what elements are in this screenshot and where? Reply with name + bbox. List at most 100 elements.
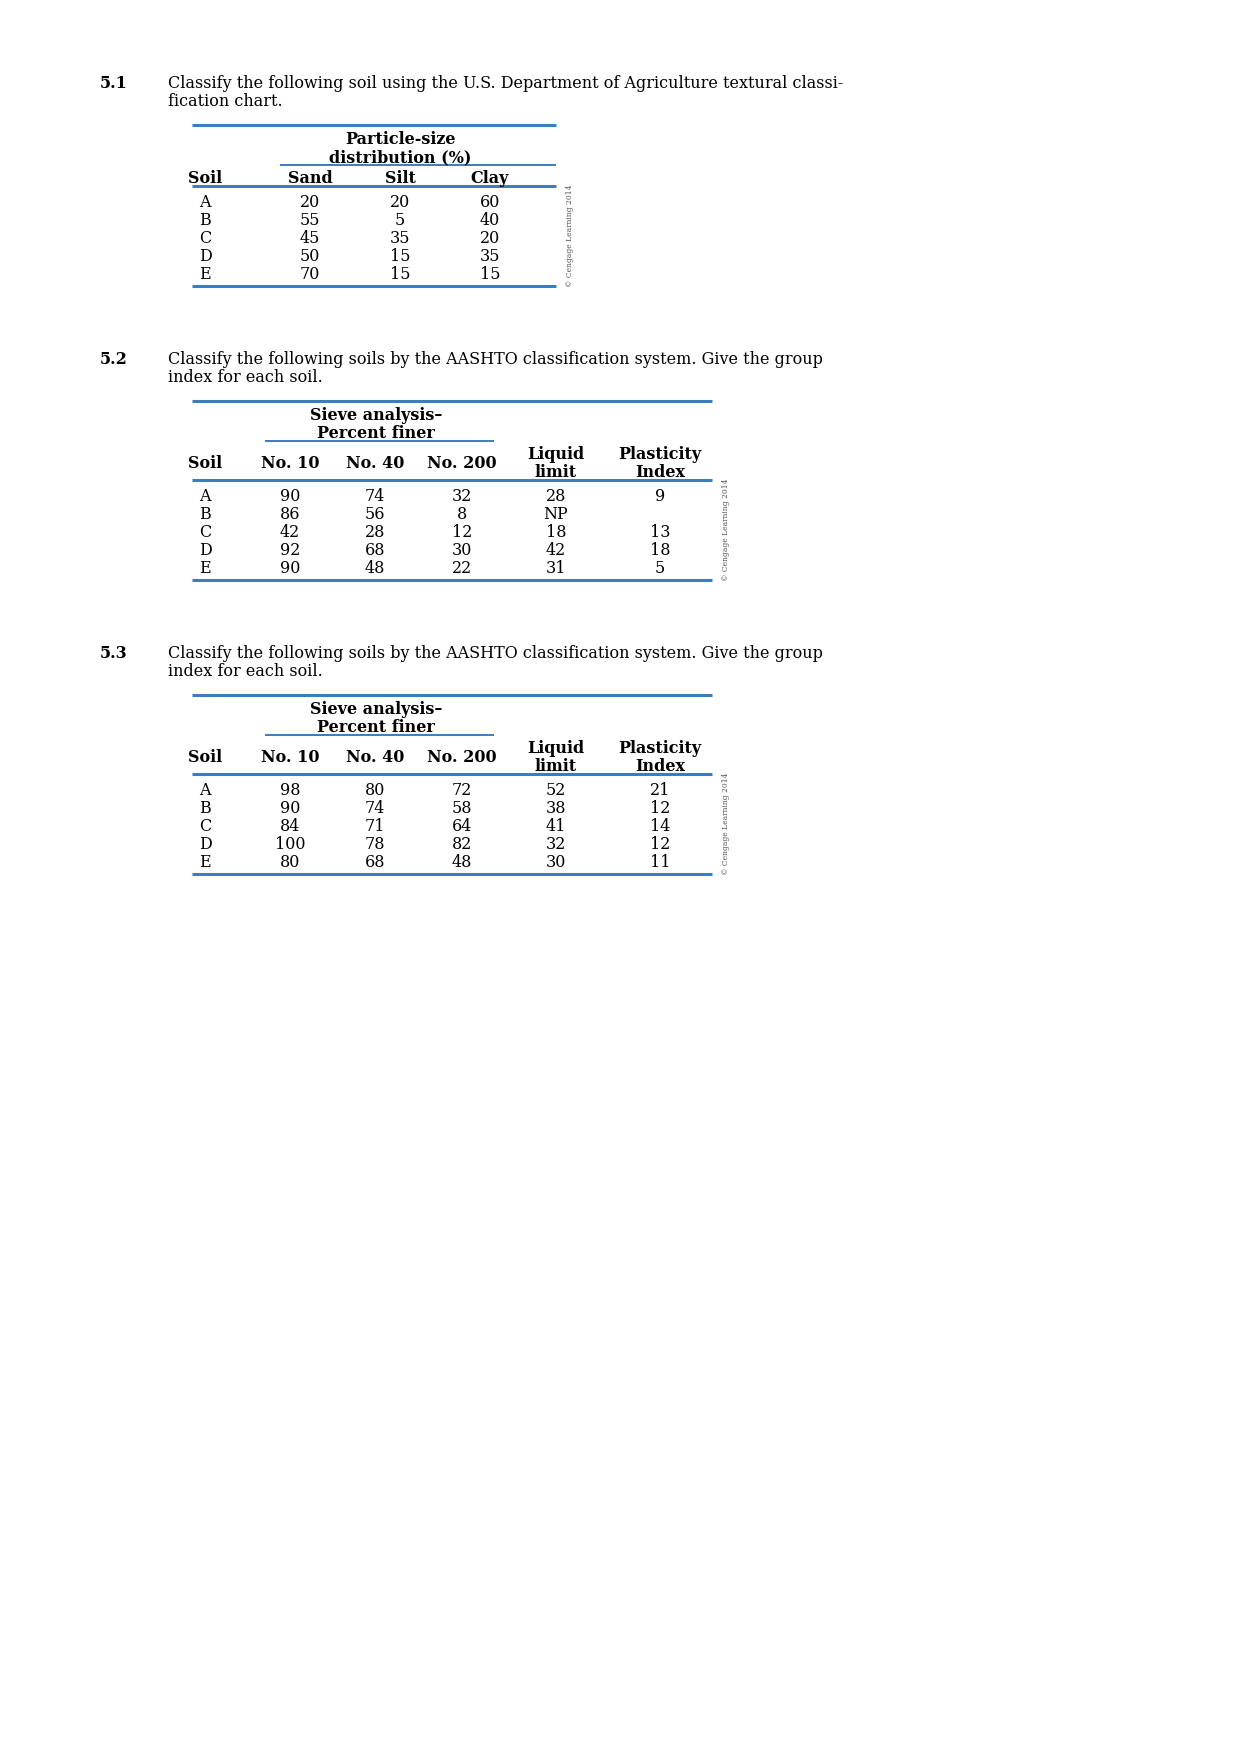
- Text: 31: 31: [546, 560, 566, 577]
- Text: 98: 98: [279, 782, 300, 800]
- Text: 20: 20: [480, 230, 500, 247]
- Text: distribution (%): distribution (%): [329, 149, 472, 167]
- Text: Index: Index: [635, 758, 685, 775]
- Text: Liquid: Liquid: [527, 446, 585, 463]
- Text: 42: 42: [280, 524, 300, 540]
- Text: E: E: [200, 560, 211, 577]
- Text: 45: 45: [300, 230, 320, 247]
- Text: 28: 28: [365, 524, 385, 540]
- Text: Percent finer: Percent finer: [316, 719, 434, 737]
- Text: 32: 32: [452, 488, 472, 505]
- Text: Classify the following soil using the U.S. Department of Agriculture textural cl: Classify the following soil using the U.…: [168, 75, 844, 91]
- Text: 64: 64: [452, 817, 472, 835]
- Text: 55: 55: [300, 212, 320, 230]
- Text: Sand: Sand: [288, 170, 333, 188]
- Text: A: A: [200, 488, 211, 505]
- Text: 11: 11: [650, 854, 670, 872]
- Text: 15: 15: [390, 247, 411, 265]
- Text: 41: 41: [546, 817, 566, 835]
- Text: limit: limit: [535, 758, 577, 775]
- Text: 40: 40: [480, 212, 500, 230]
- Text: 5.2: 5.2: [101, 351, 128, 368]
- Text: 42: 42: [546, 542, 566, 560]
- Text: Particle-size: Particle-size: [345, 132, 455, 147]
- Text: 72: 72: [452, 782, 472, 800]
- Text: 80: 80: [279, 854, 300, 872]
- Text: 82: 82: [452, 837, 472, 852]
- Text: No. 40: No. 40: [346, 749, 405, 766]
- Text: NP: NP: [544, 505, 568, 523]
- Text: A: A: [200, 195, 211, 210]
- Text: 32: 32: [546, 837, 566, 852]
- Text: Classify the following soils by the AASHTO classification system. Give the group: Classify the following soils by the AASH…: [168, 645, 823, 661]
- Text: D: D: [199, 247, 211, 265]
- Text: © Cengage Learning 2014: © Cengage Learning 2014: [566, 184, 575, 288]
- Text: Clay: Clay: [470, 170, 509, 188]
- Text: 22: 22: [452, 560, 472, 577]
- Text: 38: 38: [546, 800, 566, 817]
- Text: Plasticity: Plasticity: [618, 446, 701, 463]
- Text: 84: 84: [279, 817, 300, 835]
- Text: 35: 35: [480, 247, 500, 265]
- Text: 12: 12: [452, 524, 472, 540]
- Text: 70: 70: [300, 267, 320, 282]
- Text: 68: 68: [365, 542, 385, 560]
- Text: 58: 58: [452, 800, 473, 817]
- Text: 30: 30: [546, 854, 566, 872]
- Text: Plasticity: Plasticity: [618, 740, 701, 758]
- Text: Liquid: Liquid: [527, 740, 585, 758]
- Text: 18: 18: [650, 542, 670, 560]
- Text: 5: 5: [395, 212, 405, 230]
- Text: Silt: Silt: [385, 170, 416, 188]
- Text: 60: 60: [480, 195, 500, 210]
- Text: 100: 100: [274, 837, 305, 852]
- Text: 15: 15: [480, 267, 500, 282]
- Text: No. 200: No. 200: [427, 454, 496, 472]
- Text: 12: 12: [650, 837, 670, 852]
- Text: D: D: [199, 542, 211, 560]
- Text: 30: 30: [452, 542, 472, 560]
- Text: B: B: [199, 800, 211, 817]
- Text: Soil: Soil: [187, 749, 222, 766]
- Text: 74: 74: [365, 488, 385, 505]
- Text: 56: 56: [365, 505, 385, 523]
- Text: No. 40: No. 40: [346, 454, 405, 472]
- Text: No. 200: No. 200: [427, 749, 496, 766]
- Text: 50: 50: [300, 247, 320, 265]
- Text: 5: 5: [655, 560, 665, 577]
- Text: A: A: [200, 782, 211, 800]
- Text: 80: 80: [365, 782, 385, 800]
- Text: 28: 28: [546, 488, 566, 505]
- Text: E: E: [200, 854, 211, 872]
- Text: C: C: [199, 524, 211, 540]
- Text: 35: 35: [390, 230, 411, 247]
- Text: 14: 14: [650, 817, 670, 835]
- Text: Classify the following soils by the AASHTO classification system. Give the group: Classify the following soils by the AASH…: [168, 351, 823, 368]
- Text: index for each soil.: index for each soil.: [168, 663, 323, 681]
- Text: 86: 86: [279, 505, 300, 523]
- Text: 12: 12: [650, 800, 670, 817]
- Text: B: B: [199, 212, 211, 230]
- Text: Soil: Soil: [187, 170, 222, 188]
- Text: Sieve analysis–: Sieve analysis–: [310, 407, 442, 424]
- Text: E: E: [200, 267, 211, 282]
- Text: fication chart.: fication chart.: [168, 93, 283, 111]
- Text: 18: 18: [546, 524, 566, 540]
- Text: Sieve analysis–: Sieve analysis–: [310, 702, 442, 717]
- Text: 74: 74: [365, 800, 385, 817]
- Text: C: C: [199, 817, 211, 835]
- Text: © Cengage Learning 2014: © Cengage Learning 2014: [722, 479, 730, 581]
- Text: 48: 48: [365, 560, 385, 577]
- Text: 20: 20: [300, 195, 320, 210]
- Text: No. 10: No. 10: [261, 454, 319, 472]
- Text: 92: 92: [279, 542, 300, 560]
- Text: 5.1: 5.1: [101, 75, 128, 91]
- Text: 8: 8: [457, 505, 467, 523]
- Text: © Cengage Learning 2014: © Cengage Learning 2014: [722, 774, 730, 875]
- Text: index for each soil.: index for each soil.: [168, 368, 323, 386]
- Text: 52: 52: [546, 782, 566, 800]
- Text: Soil: Soil: [187, 454, 222, 472]
- Text: 90: 90: [279, 800, 300, 817]
- Text: 90: 90: [279, 560, 300, 577]
- Text: 13: 13: [650, 524, 670, 540]
